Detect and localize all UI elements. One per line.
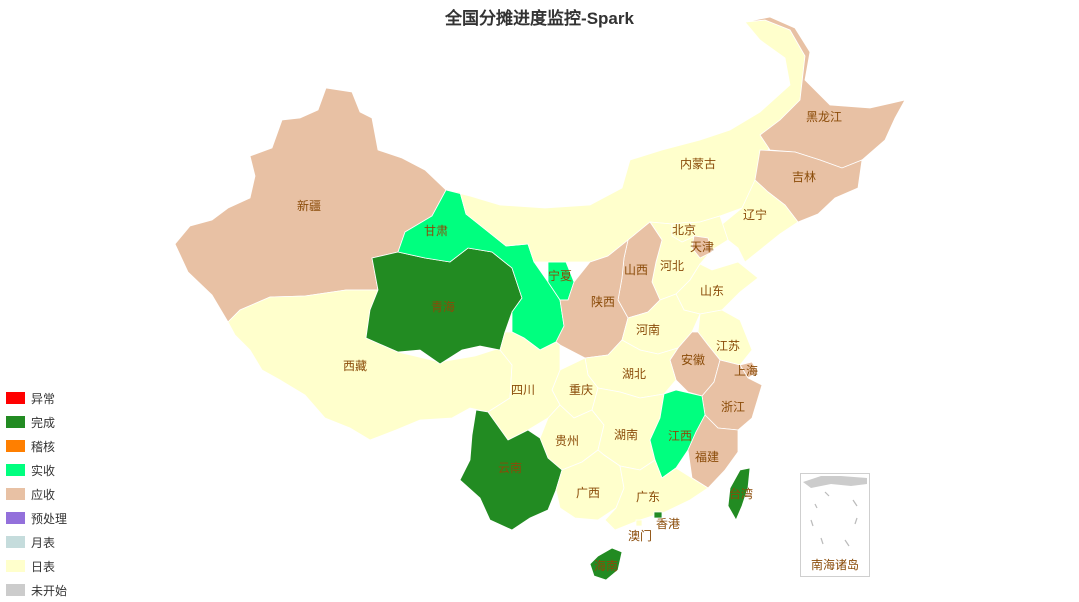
legend: 异常 完成 稽核 实收 应收 预处理 月表 日表 未开始: [6, 386, 67, 602]
south-china-sea-inset: 南海诸岛: [800, 473, 870, 577]
label-hainan: 海南: [594, 558, 618, 573]
label-shaanxi: 陕西: [591, 294, 615, 309]
label-heilongjiang: 黑龙江: [806, 110, 842, 124]
province-guangdong[interactable]: [604, 459, 709, 531]
legend-item-weikaishi[interactable]: 未开始: [6, 578, 67, 602]
legend-item-jihe[interactable]: 稽核: [6, 434, 67, 458]
label-shandong: 山东: [700, 284, 724, 298]
label-qinghai: 青海: [431, 299, 455, 314]
legend-item-shishou[interactable]: 实收: [6, 458, 67, 482]
legend-label: 稽核: [31, 439, 56, 454]
label-guangxi: 广西: [576, 486, 600, 500]
legend-swatch: [6, 440, 25, 452]
label-tianjin: 天津: [690, 240, 714, 254]
legend-item-ribiao[interactable]: 日表: [6, 554, 67, 578]
label-xinjiang: 新疆: [297, 198, 321, 213]
legend-swatch: [6, 560, 25, 572]
label-chongqing: 重庆: [569, 383, 593, 397]
label-shanxi: 山西: [624, 263, 648, 277]
label-anhui: 安徽: [681, 352, 705, 367]
label-yunnan: 云南: [498, 460, 522, 475]
legend-label: 应收: [31, 487, 56, 502]
label-fujian: 福建: [695, 449, 719, 464]
legend-swatch: [6, 488, 25, 500]
legend-item-yingshou[interactable]: 应收: [6, 482, 67, 506]
province-fujian[interactable]: [687, 414, 739, 489]
label-neimenggu: 内蒙古: [680, 156, 716, 171]
province-jiangxi[interactable]: [649, 389, 706, 479]
label-ningxia: 宁夏: [548, 268, 572, 283]
label-xianggang: 香港: [656, 517, 680, 531]
legend-swatch: [6, 392, 25, 404]
label-henan: 河南: [636, 322, 660, 337]
legend-label: 月表: [31, 535, 56, 550]
legend-item-yuebiao[interactable]: 月表: [6, 530, 67, 554]
legend-label: 日表: [31, 559, 56, 574]
label-hunan: 湖南: [614, 427, 638, 442]
label-sichuan: 四川: [511, 383, 535, 397]
label-liaoning: 辽宁: [743, 207, 767, 222]
province-tianjin[interactable]: [691, 235, 713, 259]
province-xianggang[interactable]: [653, 511, 663, 519]
label-jiangxi: 江西: [668, 429, 692, 443]
province-aomen[interactable]: [635, 519, 643, 527]
label-aomen: 澳门: [628, 528, 652, 543]
province-hainan[interactable]: [589, 547, 623, 581]
label-guangdong: 广东: [636, 490, 660, 504]
legend-swatch: [6, 464, 25, 476]
chart-title: 全国分摊进度监控-Spark: [445, 9, 634, 28]
province-taiwan[interactable]: [727, 467, 751, 521]
legend-label: 预处理: [31, 511, 68, 526]
legend-item-yuchuli[interactable]: 预处理: [6, 506, 67, 530]
legend-item-yichang[interactable]: 异常: [6, 386, 67, 410]
province-beijing[interactable]: [671, 221, 696, 243]
legend-item-wancheng[interactable]: 完成: [6, 410, 67, 434]
legend-swatch: [6, 584, 25, 596]
label-guizhou: 贵州: [555, 434, 579, 448]
legend-label: 异常: [31, 391, 56, 406]
label-hebei: 河北: [660, 259, 684, 273]
label-xizang: 西藏: [343, 359, 367, 373]
label-zhejiang: 浙江: [721, 400, 745, 414]
legend-swatch: [6, 536, 25, 548]
label-taiwan: 台湾: [729, 486, 753, 501]
legend-label: 未开始: [31, 583, 68, 598]
legend-swatch: [6, 416, 25, 428]
south-china-sea-islands-icon: [803, 476, 867, 547]
label-jiangsu: 江苏: [716, 339, 740, 353]
province-yunnan[interactable]: [459, 409, 563, 531]
legend-label: 实收: [31, 463, 56, 478]
label-jilin: 吉林: [792, 170, 816, 184]
legend-label: 完成: [31, 415, 56, 430]
legend-swatch: [6, 512, 25, 524]
province-sichuan[interactable]: [487, 331, 561, 441]
label-beijing: 北京: [672, 223, 696, 237]
label-hubei: 湖北: [622, 366, 646, 381]
label-gansu: 甘肃: [424, 224, 448, 238]
label-shanghai: 上海: [734, 363, 758, 378]
inset-label: 南海诸岛: [810, 558, 859, 572]
